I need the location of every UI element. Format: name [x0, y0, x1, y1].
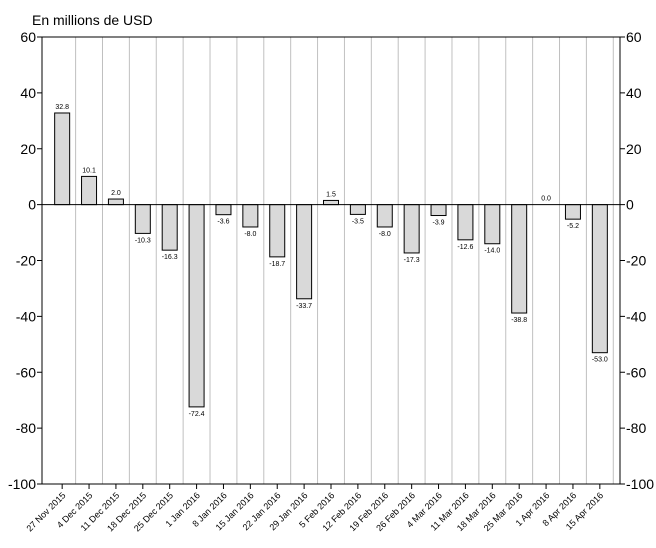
bar — [376, 204, 393, 228]
bar — [564, 204, 581, 220]
y-tick-label: -80 — [626, 420, 646, 436]
y-tick-label: 20 — [626, 141, 642, 157]
bar — [81, 175, 98, 206]
data-label: -8.0 — [379, 231, 391, 238]
data-label: -8.0 — [244, 231, 256, 238]
data-label: 2.0 — [111, 190, 121, 197]
y-tick-label: -20 — [16, 253, 36, 269]
data-label: -3.5 — [352, 218, 364, 225]
grid-lines — [75, 37, 614, 484]
y-tick-label: -100 — [8, 476, 36, 492]
y-axis-left: 60 40 20 0 -20 -40 -60 -80 -100 — [8, 29, 42, 492]
y-tick-label: -40 — [626, 308, 646, 324]
bar — [215, 204, 232, 216]
bar — [134, 204, 151, 234]
y-tick-label: 60 — [20, 29, 36, 45]
data-label: -14.0 — [484, 248, 500, 255]
data-label: -33.7 — [296, 303, 312, 310]
y-tick-label: 0 — [28, 197, 36, 213]
bar — [591, 204, 608, 354]
y-tick-label: -40 — [16, 308, 36, 324]
y-tick-label: 0 — [626, 197, 634, 213]
data-label: -72.4 — [189, 411, 205, 418]
data-label: -12.6 — [457, 244, 473, 251]
data-label: -17.3 — [404, 257, 420, 264]
y-axis-right: 60 40 20 0 -20 -40 -60 -80 -100 — [620, 29, 654, 492]
bar — [188, 204, 205, 408]
data-label: -38.8 — [511, 317, 527, 324]
bar — [511, 204, 528, 314]
bar — [323, 199, 339, 206]
y-tick-label: -60 — [16, 364, 36, 380]
value-labels: 32.8 10.1 2.0 -10.3 -16.3 -72.4 -3.6 -8.0 -18.7 -… — [55, 104, 608, 418]
y-tick-label: -80 — [16, 420, 36, 436]
bar — [242, 204, 259, 228]
data-label: 10.1 — [82, 167, 96, 174]
y-tick-label: 40 — [626, 85, 642, 101]
data-label: 1.5 — [326, 191, 336, 198]
y-tick-label: 20 — [20, 141, 36, 157]
data-label: -3.9 — [433, 220, 445, 227]
plot-frame — [41, 36, 621, 485]
bar — [107, 198, 124, 206]
data-label: -5.2 — [567, 223, 579, 230]
bar — [457, 204, 474, 241]
bar — [403, 204, 420, 254]
data-label: -3.6 — [217, 219, 229, 226]
data-label: -16.3 — [162, 254, 178, 261]
bar — [349, 204, 366, 215]
bar — [430, 204, 447, 217]
data-label: -18.7 — [269, 261, 285, 268]
data-label: -53.0 — [592, 357, 608, 364]
bars — [54, 112, 608, 408]
bar — [484, 204, 501, 245]
y-axis-title: En millions de USD — [32, 12, 153, 28]
bar — [161, 204, 178, 251]
y-tick-label: -20 — [626, 253, 646, 269]
data-label: 32.8 — [55, 104, 69, 111]
y-tick-label: -100 — [626, 476, 654, 492]
y-tick-label: 40 — [20, 85, 36, 101]
data-label: -10.3 — [135, 237, 151, 244]
bar — [296, 204, 313, 300]
y-tick-label: -60 — [626, 364, 646, 380]
y-tick-label: 60 — [626, 29, 642, 45]
data-label: 0.0 — [541, 196, 551, 203]
bar — [54, 112, 71, 206]
bar — [269, 204, 286, 258]
